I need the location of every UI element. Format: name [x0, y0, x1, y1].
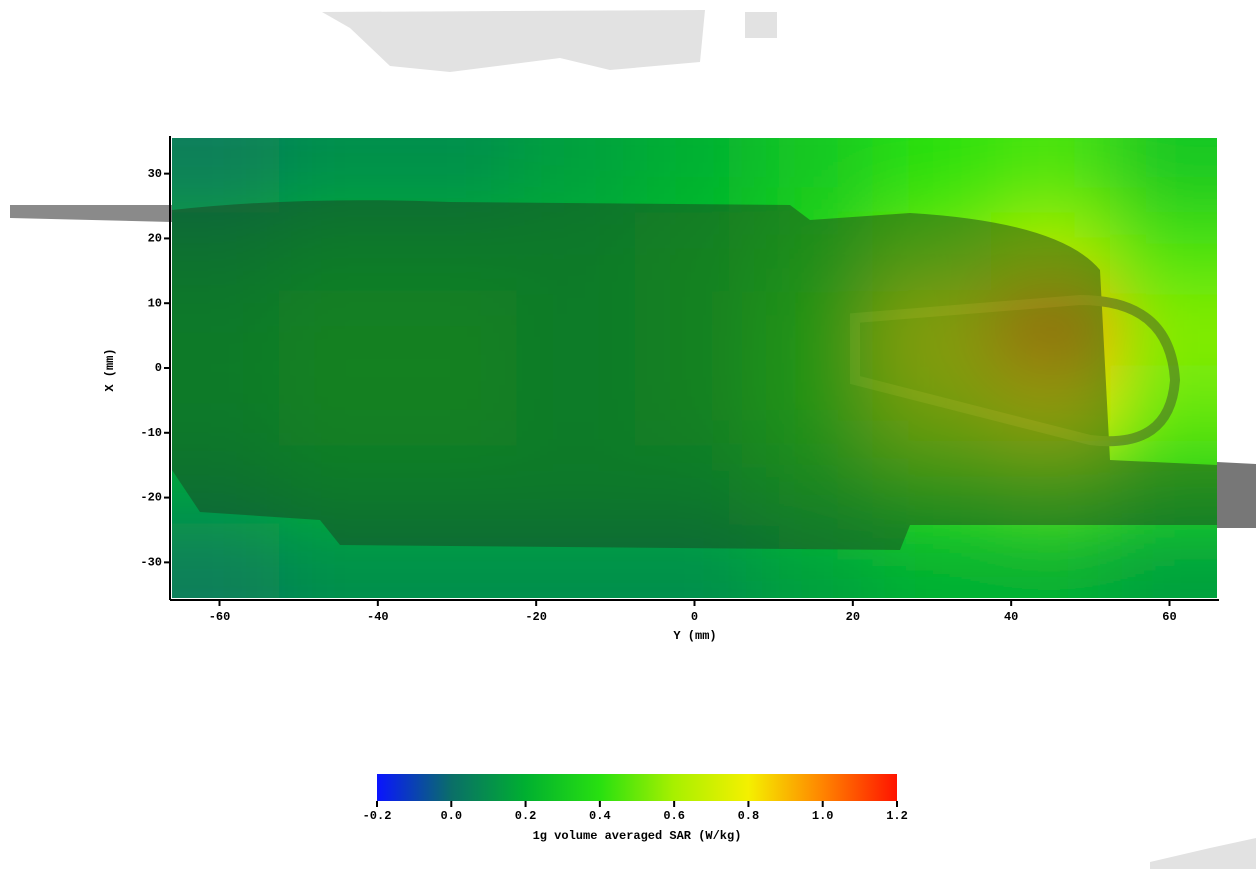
- heat-cell: [397, 138, 518, 214]
- heat-cell: [991, 368, 1112, 447]
- heat-cell: [172, 445, 280, 525]
- heat-cell: [278, 138, 399, 214]
- colorbar-tick-label: 0.8: [738, 809, 760, 823]
- y-tick-label: 10: [148, 296, 162, 310]
- heat-cell: [172, 368, 280, 447]
- x-tick-label: 0: [691, 610, 698, 624]
- x-tick-label: -20: [525, 610, 547, 624]
- heat-cell: [991, 445, 1112, 525]
- y-tick-label: 30: [148, 167, 162, 181]
- heat-cell: [991, 523, 1112, 598]
- x-axis-label: Y (mm): [673, 629, 716, 643]
- heat-cell: [278, 212, 399, 292]
- x-tick-label: -60: [209, 610, 231, 624]
- colorbar: [377, 774, 897, 801]
- heat-cell: [172, 290, 280, 369]
- x-tick-label: 60: [1162, 610, 1176, 624]
- heat-cell: [516, 445, 637, 525]
- heat-cell: [872, 212, 993, 292]
- heat-cell: [172, 138, 280, 214]
- heat-cell: [278, 368, 399, 447]
- x-tick-label: 40: [1004, 610, 1018, 624]
- heat-cell: [872, 290, 993, 369]
- x-tick-label: -40: [367, 610, 389, 624]
- heat-cell: [991, 138, 1112, 214]
- heat-cell: [635, 290, 755, 369]
- heat-cell: [516, 212, 637, 292]
- y-tick-label: -30: [140, 556, 162, 570]
- colorbar-tick-label: 0.2: [515, 809, 537, 823]
- heat-cell: [753, 368, 874, 447]
- heat-cell: [1110, 368, 1217, 447]
- colorbar-tick-label: 0.6: [663, 809, 685, 823]
- colorbar-tick-label: 1.2: [886, 809, 908, 823]
- heat-cell: [1110, 212, 1217, 292]
- heat-cell: [172, 212, 280, 292]
- colorbar-tick-label: 1.0: [812, 809, 834, 823]
- heat-cell: [753, 445, 874, 525]
- heat-cell: [753, 523, 874, 598]
- heat-cell: [278, 445, 399, 525]
- heat-cell: [1110, 523, 1217, 598]
- heat-cell: [397, 368, 518, 447]
- heat-cell: [753, 138, 874, 214]
- colorbar-tick-label: 0.0: [440, 809, 462, 823]
- heat-cell: [635, 445, 755, 525]
- heat-cell: [516, 523, 637, 598]
- cable: [10, 205, 172, 222]
- heat-cell: [516, 368, 637, 447]
- heat-cell: [753, 212, 874, 292]
- heat-cell: [635, 523, 755, 598]
- heat-cell: [991, 290, 1112, 369]
- heat-cell: [397, 523, 518, 598]
- heat-cell: [516, 290, 637, 369]
- heat-cell: [516, 138, 637, 214]
- photo-overlay: [172, 200, 1217, 550]
- heat-cell: [872, 138, 993, 214]
- heat-cell: [397, 290, 518, 369]
- heat-cell: [278, 290, 399, 369]
- cable: [1217, 462, 1256, 528]
- heat-cell: [872, 445, 993, 525]
- colorbar-label: 1g volume averaged SAR (W/kg): [533, 829, 742, 843]
- heat-cell: [991, 212, 1112, 292]
- heat-cell: [397, 212, 518, 292]
- heat-cell: [172, 523, 280, 598]
- y-tick-label: 0: [155, 361, 162, 375]
- heat-cell: [278, 523, 399, 598]
- heat-cell: [753, 290, 874, 369]
- heat-cell: [1110, 138, 1217, 214]
- heat-cell: [872, 368, 993, 447]
- heat-cell: [635, 212, 755, 292]
- y-tick-label: -20: [140, 491, 162, 505]
- y-axis-label: X (mm): [103, 348, 117, 391]
- heat-cell: [635, 138, 755, 214]
- y-tick-label: -10: [140, 426, 162, 440]
- heat-cell: [635, 368, 755, 447]
- colorbar-tick-label: -0.2: [363, 809, 392, 823]
- colorbar-tick-label: 0.4: [589, 809, 611, 823]
- background-smudges: [322, 10, 1256, 869]
- y-tick-label: 20: [148, 232, 162, 246]
- heat-cell: [1110, 445, 1217, 525]
- heat-cell: [397, 445, 518, 525]
- x-tick-label: 20: [846, 610, 860, 624]
- heat-cell: [1110, 290, 1217, 369]
- axes: [164, 136, 1219, 606]
- heat-cell: [872, 523, 993, 598]
- heatmap: [172, 138, 1217, 598]
